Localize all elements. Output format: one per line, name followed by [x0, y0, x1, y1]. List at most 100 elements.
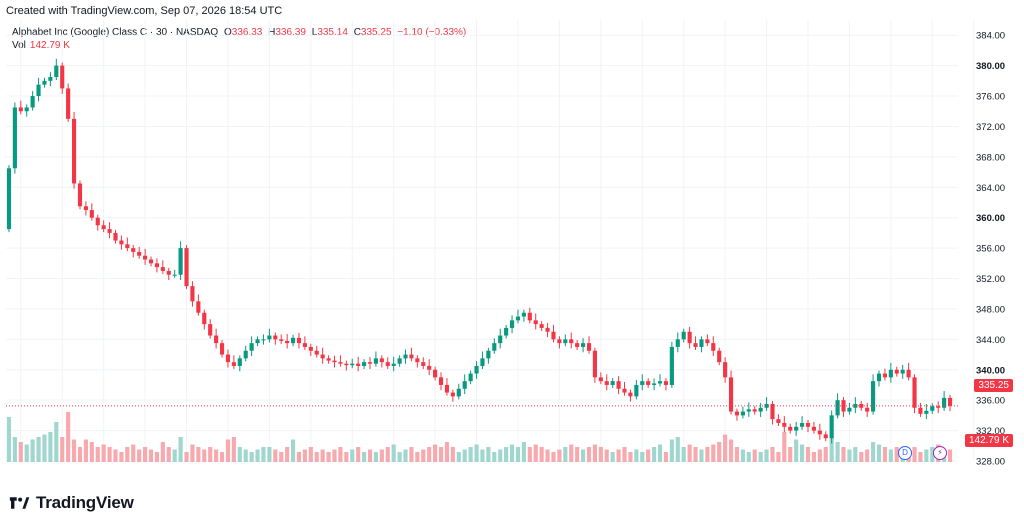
candle-body: [829, 415, 834, 439]
volume-bar: [71, 439, 77, 462]
open-value: 336.33: [231, 27, 263, 38]
candle-body: [107, 229, 112, 233]
candle-body: [433, 369, 438, 378]
candle-body: [143, 255, 148, 260]
volume-bar: [930, 447, 935, 462]
volume-bar: [125, 447, 130, 462]
candle-body: [214, 335, 219, 344]
candle-body: [586, 343, 592, 351]
symbol-name: Alphabet Inc (Google) Class C · 30 · NAS…: [12, 27, 219, 38]
last-price-tag: 335.25: [974, 379, 1013, 392]
candle-body: [125, 244, 130, 249]
candle-body: [486, 350, 491, 359]
candle-body: [30, 96, 35, 108]
candle-body: [314, 350, 319, 355]
volume-bar: [581, 449, 586, 462]
volume-bar: [66, 412, 71, 462]
candle-body: [652, 383, 657, 385]
candle-body: [166, 270, 171, 275]
volume-label: Vol: [12, 40, 26, 51]
candle-body: [12, 107, 17, 169]
candle-body: [663, 381, 669, 385]
candle-body: [474, 365, 479, 374]
volume-legend: Vol 142.79 K: [12, 39, 70, 52]
volume-bar: [202, 449, 207, 462]
volume-bar: [504, 447, 509, 462]
volume-bar: [770, 447, 775, 462]
candle-body: [160, 267, 165, 271]
volume-bar: [249, 452, 254, 462]
volume-bar: [101, 444, 106, 462]
volume-bar: [681, 447, 686, 462]
volume-bar: [569, 444, 574, 462]
volume-bar: [403, 449, 408, 462]
candle-body: [616, 381, 621, 389]
volume-bar: [385, 447, 390, 462]
candle-body: [640, 381, 645, 385]
candle-body: [504, 327, 509, 336]
candle-body: [296, 337, 302, 344]
candle-body: [468, 373, 473, 382]
volume-bar: [829, 437, 834, 462]
candle-body: [444, 384, 450, 393]
dividend-event-icon[interactable]: D: [898, 446, 912, 460]
candle-body: [42, 80, 47, 85]
volume-bar: [172, 449, 177, 462]
volume-bar: [468, 447, 473, 462]
y-tick-label: 376.00: [976, 92, 1005, 103]
candle-body: [379, 358, 384, 363]
volume-bar: [652, 447, 657, 462]
candlestick-chart[interactable]: 384.00 380.00 376.00 372.00 368.00 364.00 360.…: [0, 0, 1024, 470]
candle-body: [776, 419, 781, 423]
volume-bar: [835, 442, 840, 462]
volume-bar: [219, 452, 225, 462]
volume-bar: [427, 447, 432, 462]
volume-bar: [391, 444, 396, 462]
candle-body: [942, 397, 947, 408]
volume-bar: [344, 452, 349, 462]
candle-body: [604, 381, 609, 385]
volume-bar: [178, 437, 183, 462]
volume-bar: [740, 449, 745, 462]
tradingview-logo-icon: [9, 497, 30, 509]
volume-bar: [823, 447, 828, 462]
volume-bar: [208, 447, 213, 462]
volume-bar: [438, 447, 444, 462]
y-tick-label: 332.00: [976, 426, 1005, 437]
volume-bar: [462, 449, 467, 462]
volume-bar: [699, 449, 704, 462]
volume-bar: [456, 452, 461, 462]
candle-body: [539, 324, 544, 328]
volume-bar: [498, 449, 503, 462]
volume-bar: [350, 449, 355, 462]
tradingview-brand[interactable]: TradingView: [8, 493, 134, 513]
volume-bar: [794, 439, 799, 462]
volume-bar: [42, 434, 47, 462]
candle-body: [924, 410, 929, 414]
volume-bar: [166, 447, 171, 462]
volume-bar: [450, 447, 455, 462]
candle-body: [391, 363, 396, 366]
volume-bar: [533, 444, 538, 462]
volume-bar: [693, 447, 698, 462]
candle-body: [669, 346, 674, 385]
candle-body: [930, 406, 935, 411]
volume-bar: [89, 442, 94, 462]
candle-body: [225, 354, 231, 363]
candle-body: [427, 365, 432, 370]
candle-body: [101, 225, 106, 230]
candle-body: [190, 286, 195, 302]
candle-body: [912, 377, 917, 408]
volume-bar: [586, 447, 592, 462]
candle-body: [36, 84, 41, 97]
volume-bar: [225, 439, 231, 462]
y-tick-label: 384.00: [976, 31, 1005, 42]
split-event-icon[interactable]: ⚡: [933, 446, 947, 460]
volume-bar: [888, 449, 893, 462]
candle-body: [764, 403, 769, 408]
candle-body: [462, 381, 467, 389]
volume-bar: [290, 439, 296, 462]
volume-bar: [83, 439, 88, 462]
candle-body: [705, 339, 710, 344]
volume-bar: [421, 449, 426, 462]
